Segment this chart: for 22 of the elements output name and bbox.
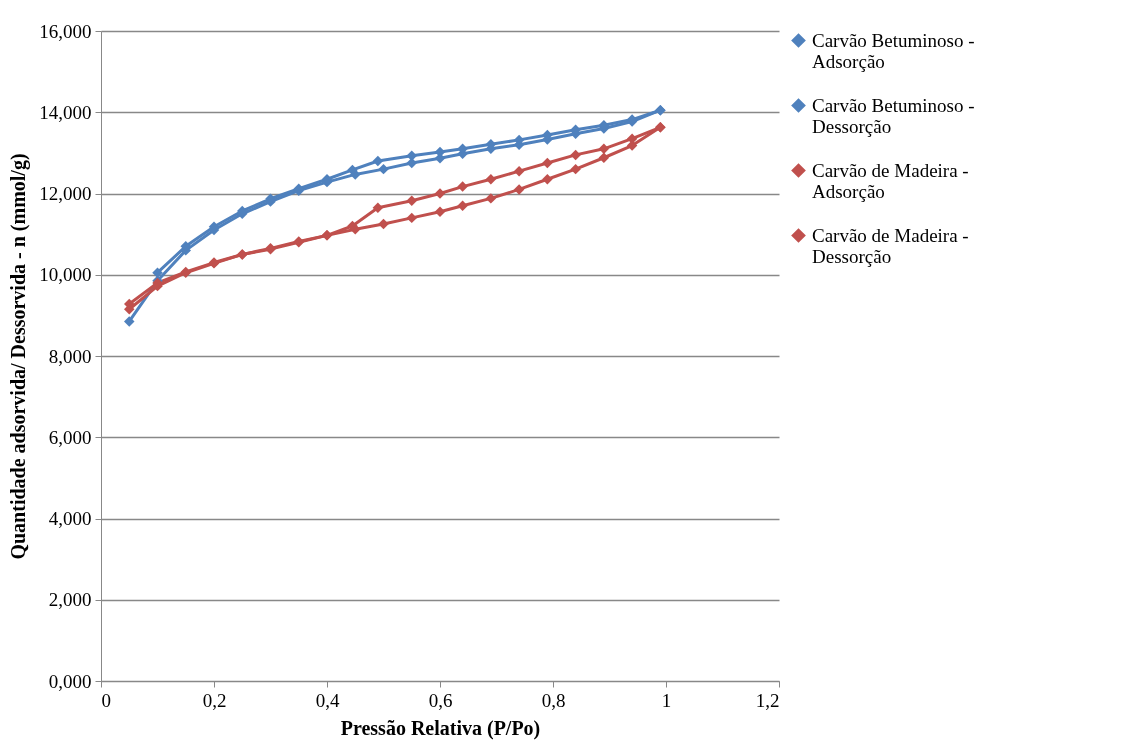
y-tick-label: 2,000 xyxy=(48,589,92,611)
y-tick-label: 0,000 xyxy=(48,670,92,692)
x-tick-label: 0,8 xyxy=(541,689,566,711)
legend-label: Carvão de Madeira - Dessorção xyxy=(812,224,969,267)
x-tick-label: 0 xyxy=(101,689,111,711)
y-tick-label: 6,000 xyxy=(48,426,92,448)
y-tick-label: 16,000 xyxy=(39,20,92,42)
x-axis-title: Pressão Relativa (P/Po) xyxy=(340,716,541,740)
legend-label: Carvão Betuminoso - Dessorção xyxy=(812,94,975,137)
x-tick-label: 1,2 xyxy=(755,689,780,711)
legend-label: Carvão Betuminoso - Adsorção xyxy=(812,29,975,72)
y-tick-label: 8,000 xyxy=(48,345,92,367)
x-tick-label: 0,6 xyxy=(428,689,453,711)
x-tick-label: 0,2 xyxy=(202,689,227,711)
y-tick-label: 4,000 xyxy=(48,508,92,529)
legend-label: Carvão de Madeira - Adsorção xyxy=(812,159,969,202)
y-tick-label: 12,000 xyxy=(39,183,92,204)
y-axis-title: Quantidade adsorvida/ Dessorvida - n (mmol/g) xyxy=(7,153,31,560)
x-tick-label: 0,4 xyxy=(315,689,340,711)
x-tick-label: 1 xyxy=(661,689,672,711)
y-tick-label: 10,000 xyxy=(39,264,92,286)
y-tick-label: 14,000 xyxy=(39,101,92,123)
